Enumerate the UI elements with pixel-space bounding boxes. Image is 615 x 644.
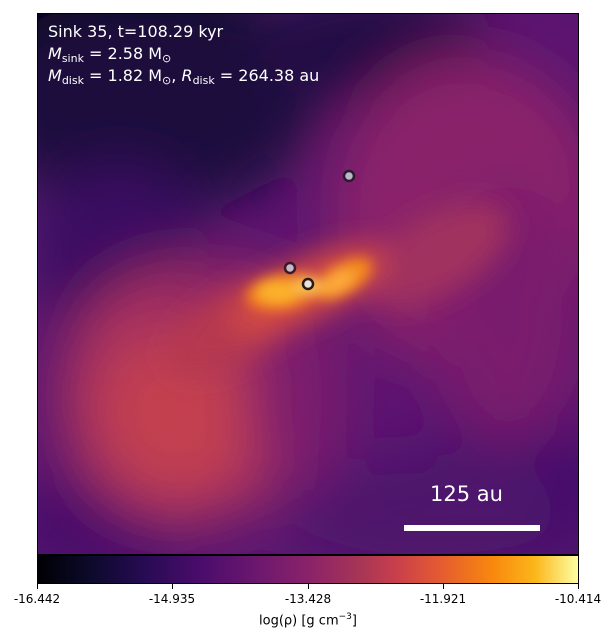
m-disk-unit: ⊙ [162,74,172,87]
colorbar-tick-label: -10.414 [554,592,602,606]
colorbar-tick [308,584,309,589]
r-disk-value: = 264.38 au [214,66,320,85]
colorbar-tick-label: -13.428 [284,592,332,606]
density-map: Sink 35, t=108.29 kyr Msink = 2.58 M⊙ Md… [37,13,579,555]
sink-mass-label: Msink = 2.58 M⊙ [48,43,171,70]
sink-overlay [283,169,356,291]
sink-central-right-marker [301,277,315,291]
sink-time-label: Sink 35, t=108.29 kyr [48,21,223,43]
sink-central-left-marker [283,261,297,275]
sink-north-marker [342,169,356,183]
m-disk-symbol: M [48,66,62,85]
m-sink-subscript: sink [61,52,84,65]
colorbar-tick [37,584,38,589]
colorbar-tick-label: -14.935 [148,592,196,606]
colorbar-label-main: log(ρ) [g cm [259,613,339,629]
r-disk-subscript: disk [192,74,215,87]
r-disk-symbol: R [181,66,193,85]
m-disk-subscript: disk [61,74,84,87]
colorbar [37,555,579,584]
colorbar-tick-label: -11.921 [419,592,467,606]
colorbar-tick [578,584,579,589]
m-sink-unit: ⊙ [162,52,172,65]
disk-props-label: Mdisk = 1.82 M⊙, Rdisk = 264.38 au [48,65,319,92]
scale-bar-label: 125 au [430,482,503,506]
colorbar-label: log(ρ) [g cm−3] [259,612,357,628]
density-map-image [38,14,578,554]
scale-bar [404,525,540,531]
colorbar-label-end: ] [351,613,357,629]
colorbar-tick-label: -16.442 [13,592,61,606]
m-sink-value: = 2.58 M [83,44,163,63]
m-disk-value: = 1.82 M [83,66,163,85]
disk-separator: , [171,66,182,85]
sink-time-text: Sink 35, t=108.29 kyr [48,22,224,41]
colorbar-tick [172,584,173,589]
colorbar-label-exponent: −3 [338,612,352,622]
colorbar-tick [443,584,444,589]
m-sink-symbol: M [48,44,62,63]
